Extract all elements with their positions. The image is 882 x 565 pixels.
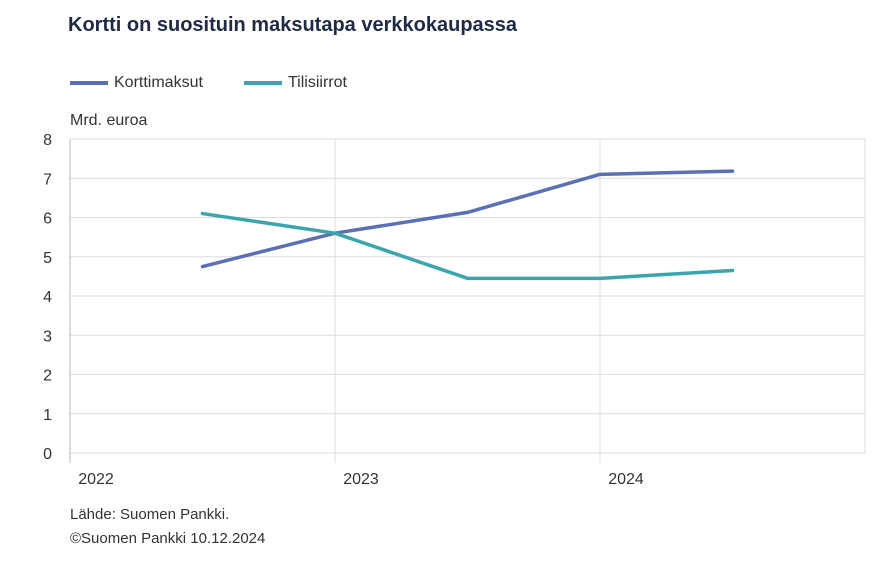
legend-item-korttimaksut: Korttimaksut — [70, 74, 203, 92]
data-point — [598, 276, 602, 280]
source-note: Lähde: Suomen Pankki. — [70, 506, 230, 523]
x-tick-label: 2024 — [608, 471, 644, 488]
y-tick-label: 5 — [43, 250, 52, 267]
y-axis-label: Mrd. euroa — [70, 112, 148, 129]
y-tick-label: 0 — [43, 446, 52, 463]
data-point — [466, 210, 469, 214]
y-tick-label: 4 — [43, 289, 52, 306]
data-point — [466, 276, 469, 280]
legend-label: Korttimaksut — [114, 74, 203, 91]
data-point — [201, 265, 204, 269]
legend-label: Tilisiirrot — [288, 74, 347, 91]
legend-swatch — [244, 81, 282, 85]
y-tick-label: 1 — [43, 407, 52, 424]
legend-swatch — [70, 81, 108, 85]
x-tick-label: 2022 — [78, 471, 114, 488]
data-point — [731, 268, 734, 272]
data-point — [731, 169, 734, 173]
y-tick-label: 7 — [43, 171, 52, 188]
copyright-note: ©Suomen Pankki 10.12.2024 — [70, 530, 266, 547]
series-line-korttimaksut — [200, 169, 735, 269]
data-point — [333, 231, 337, 235]
y-tick-label: 3 — [43, 328, 52, 345]
data-point — [598, 172, 602, 176]
legend-item-tilisiirrot: Tilisiirrot — [244, 74, 347, 92]
y-tick-label: 2 — [43, 368, 52, 385]
chart-title: Kortti on suosituin maksutapa verkkokaup… — [68, 14, 518, 36]
y-tick-label: 8 — [43, 132, 52, 149]
data-point — [201, 212, 204, 216]
x-tick-label: 2023 — [343, 471, 379, 488]
y-tick-label: 6 — [43, 211, 52, 228]
